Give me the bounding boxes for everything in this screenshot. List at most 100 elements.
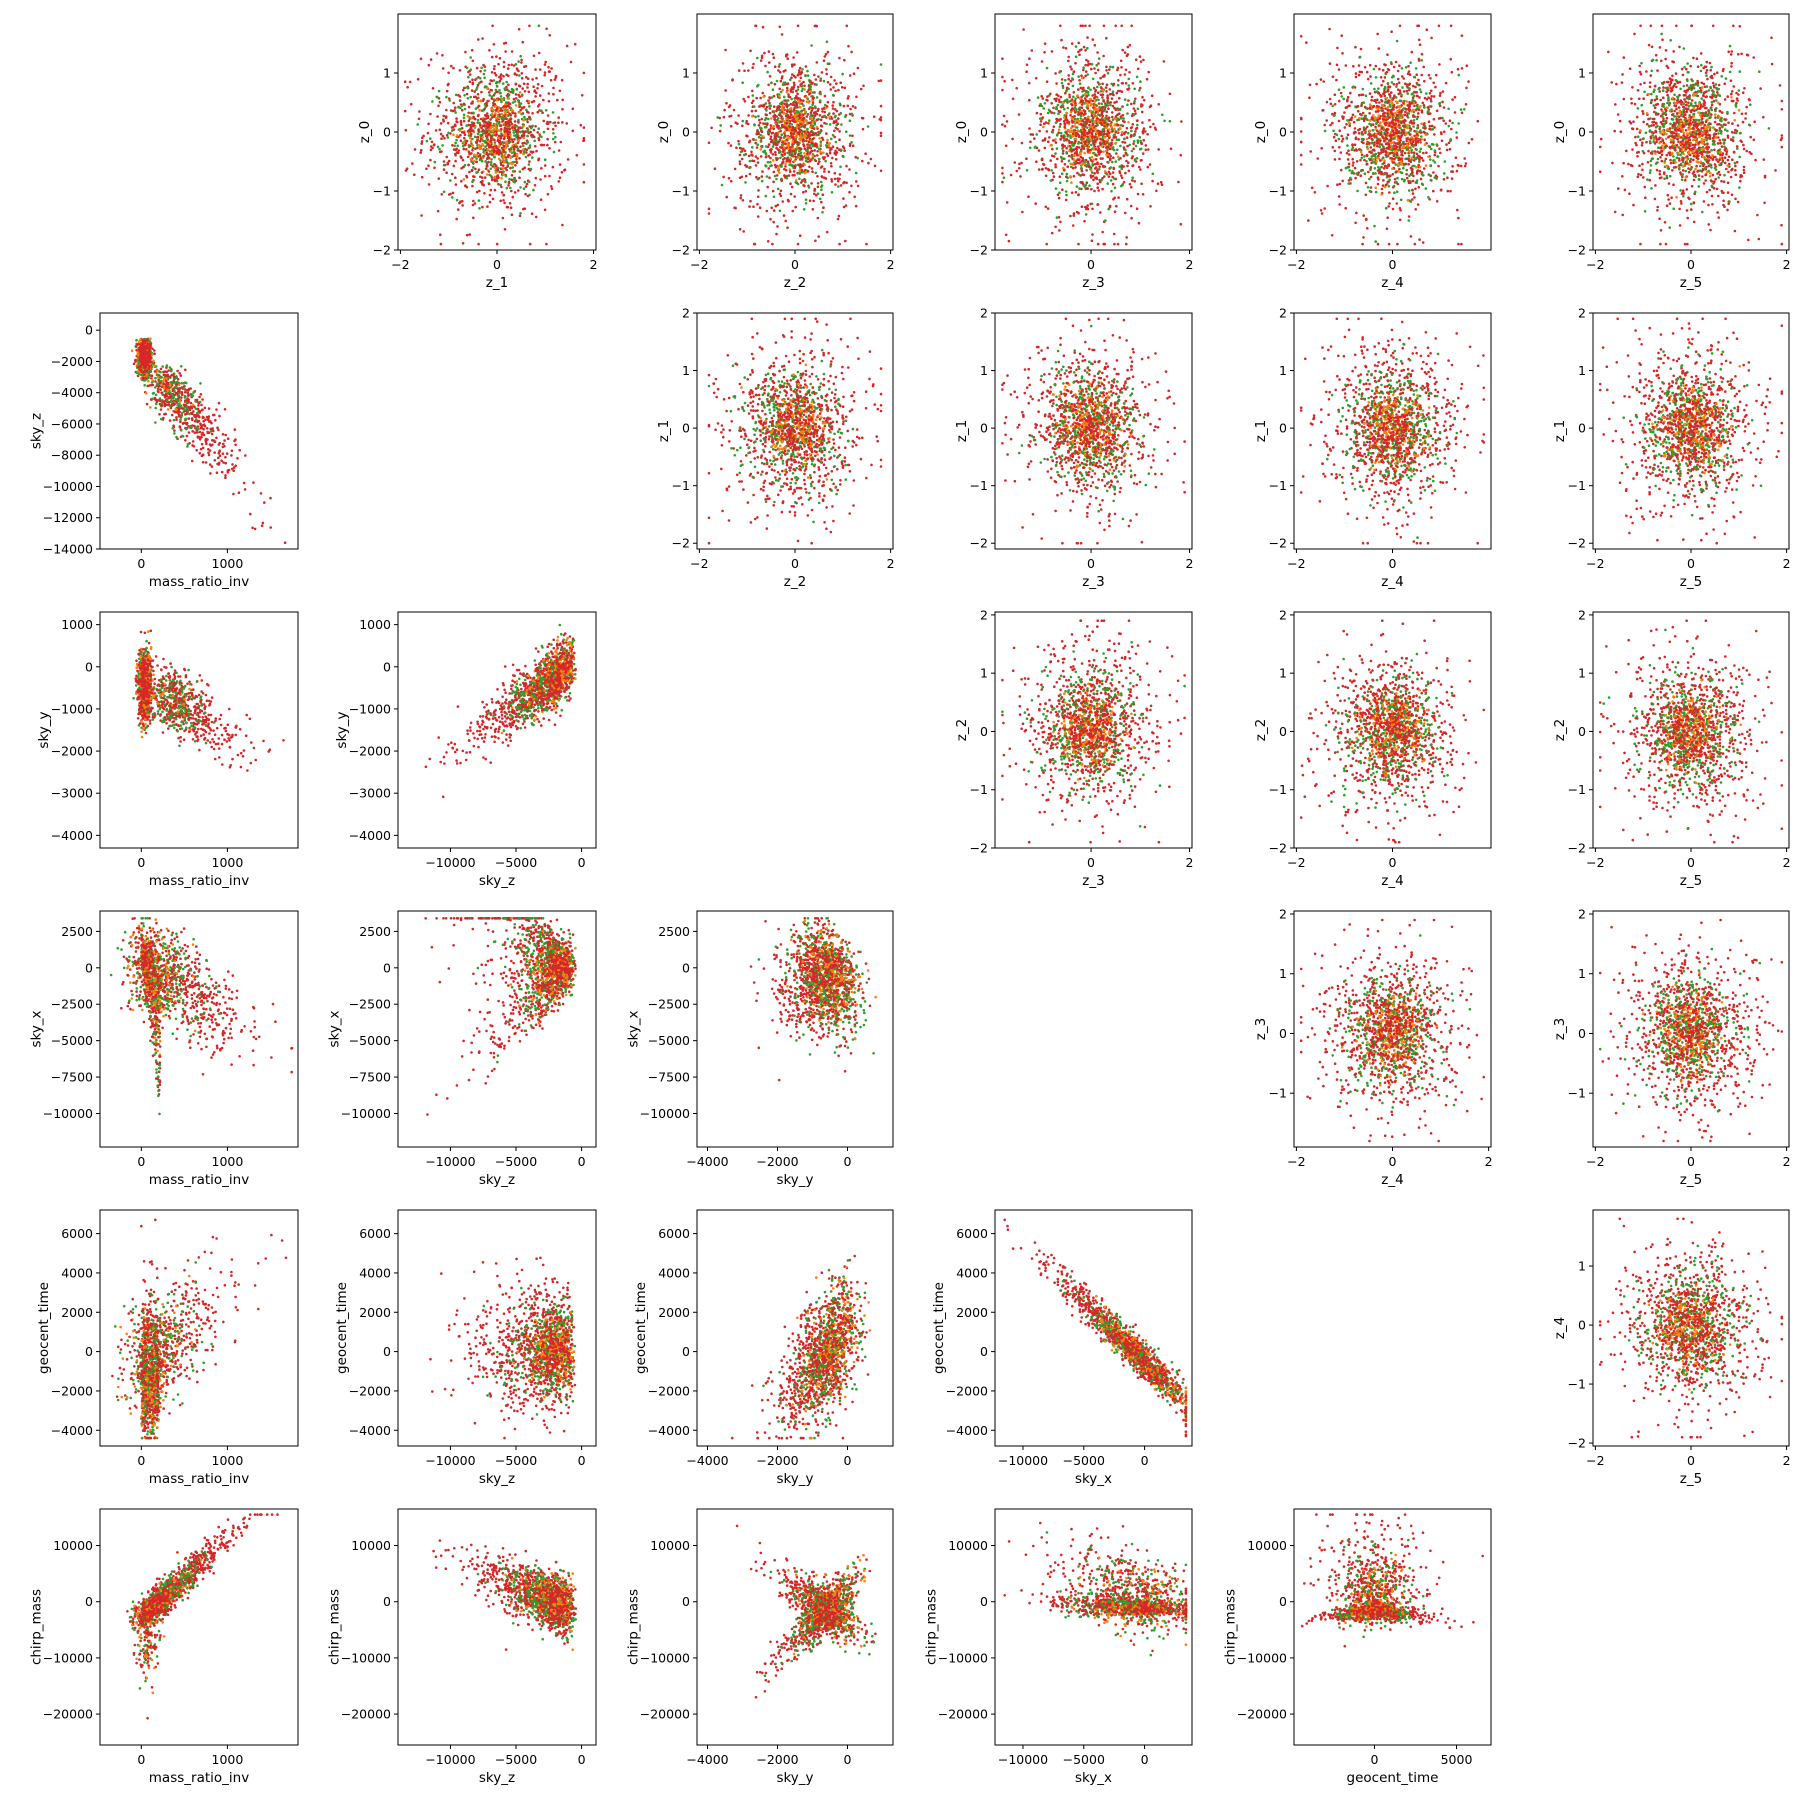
- data-point: [502, 75, 505, 78]
- data-point: [583, 139, 586, 142]
- data-point: [471, 49, 474, 52]
- data-point: [420, 58, 423, 61]
- data-point: [411, 162, 414, 165]
- data-point: [504, 50, 507, 53]
- data-point: [583, 181, 586, 184]
- data-point: [478, 190, 481, 193]
- data-point: [505, 169, 508, 172]
- data-point: [539, 94, 542, 97]
- data-point: [515, 83, 518, 86]
- data-point: [406, 86, 409, 89]
- data-point: [446, 134, 449, 137]
- data-point: [493, 65, 496, 68]
- data-point: [540, 167, 543, 170]
- data-point: [537, 83, 540, 86]
- data-point: [427, 132, 430, 135]
- data-point: [471, 149, 474, 152]
- data-point: [491, 25, 494, 28]
- data-point: [445, 116, 448, 119]
- data-point: [519, 145, 522, 148]
- data-point: [472, 204, 475, 207]
- data-point: [525, 185, 528, 188]
- data-point: [410, 103, 413, 106]
- data-point: [531, 78, 534, 81]
- data-point: [469, 81, 472, 84]
- data-point: [474, 202, 477, 205]
- data-point: [525, 65, 528, 68]
- data-point: [552, 166, 555, 169]
- data-point: [471, 89, 474, 92]
- data-point: [557, 121, 560, 124]
- data-point: [427, 164, 430, 167]
- panel-z_0-vs-z_1: −2 0 2−2−101z_1z_0: [357, 14, 598, 291]
- data-point: [418, 118, 421, 121]
- data-point: [488, 49, 491, 52]
- data-point: [535, 77, 538, 80]
- data-point: [457, 149, 460, 152]
- data-point: [440, 137, 443, 140]
- data-point: [432, 87, 435, 90]
- data-point: [431, 141, 434, 144]
- data-point: [519, 215, 522, 218]
- data-point: [529, 131, 532, 134]
- data-point: [489, 82, 492, 85]
- data-point: [534, 125, 537, 128]
- data-point: [467, 112, 470, 115]
- data-point: [454, 106, 457, 109]
- data-point: [552, 93, 555, 96]
- data-point: [447, 84, 450, 87]
- data-point: [439, 233, 442, 236]
- data-point: [459, 99, 462, 102]
- data-point: [457, 152, 460, 155]
- data-point: [551, 187, 554, 190]
- data-point: [517, 70, 520, 73]
- data-point: [455, 218, 458, 221]
- data-point: [548, 100, 551, 103]
- data-point: [465, 148, 468, 151]
- data-point: [502, 217, 505, 220]
- data-point: [502, 199, 505, 202]
- data-point: [477, 243, 480, 246]
- data-point: [460, 180, 463, 183]
- data-point: [454, 160, 457, 163]
- data-point: [503, 66, 506, 69]
- data-point: [522, 41, 525, 44]
- data-point: [429, 113, 432, 116]
- data-point: [451, 144, 454, 147]
- data-point: [567, 158, 570, 161]
- data-point: [466, 176, 469, 179]
- data-point: [489, 201, 492, 204]
- data-point: [460, 120, 463, 123]
- data-point: [511, 213, 514, 216]
- data-point: [443, 137, 446, 140]
- data-point: [548, 70, 551, 73]
- data-point: [561, 99, 564, 102]
- data-point: [449, 193, 452, 196]
- data-point: [437, 210, 440, 213]
- data-point: [536, 87, 539, 90]
- data-point: [418, 110, 421, 113]
- data-point: [550, 79, 553, 82]
- data-point: [544, 175, 547, 178]
- data-point: [511, 174, 514, 177]
- data-point: [471, 78, 474, 81]
- data-point: [414, 148, 417, 151]
- data-point: [518, 95, 521, 98]
- data-point: [472, 175, 475, 178]
- data-point: [436, 52, 439, 55]
- data-point: [501, 109, 504, 112]
- data-point: [420, 149, 423, 152]
- data-point: [459, 69, 462, 72]
- data-point: [461, 200, 464, 203]
- data-point: [545, 243, 548, 246]
- data-point: [535, 216, 538, 219]
- data-point: [439, 129, 442, 132]
- data-point: [464, 51, 467, 54]
- data-point: [559, 90, 562, 93]
- data-point: [537, 105, 540, 108]
- data-point: [452, 192, 455, 195]
- data-point: [510, 206, 513, 209]
- data-point: [520, 61, 523, 64]
- data-point: [486, 205, 489, 208]
- data-point: [467, 164, 470, 167]
